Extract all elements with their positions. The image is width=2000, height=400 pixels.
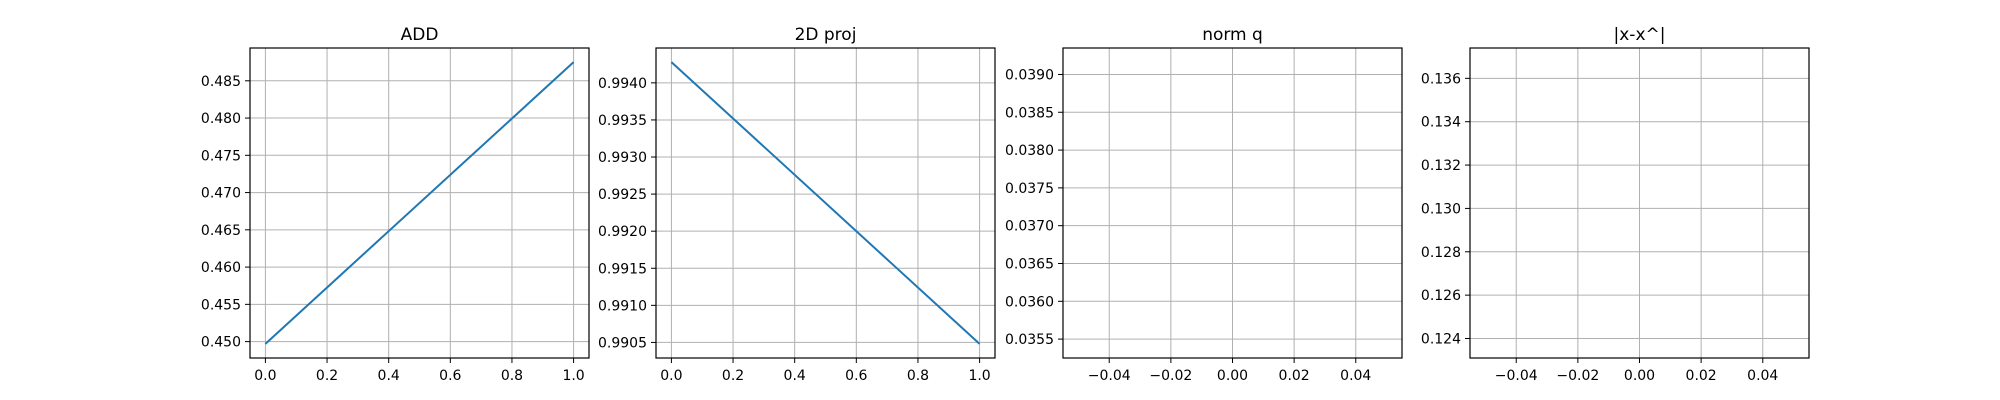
- y-tick-label: 0.9935: [598, 113, 647, 129]
- y-tick-label: 0.9930: [598, 150, 647, 166]
- x-tick-label: 0.6: [845, 368, 867, 384]
- x-tick-label: −0.02: [1556, 368, 1599, 384]
- y-tick-label: 0.126: [1421, 288, 1461, 304]
- subplot-title: 2D proj: [795, 25, 857, 45]
- x-tick-label: 0.02: [1686, 368, 1717, 384]
- x-tick-label: 0.6: [439, 368, 461, 384]
- y-tick-label: 0.450: [201, 335, 241, 351]
- subplot-1: 0.0 0.2 0.4 0.6 0.8 1.0 0.450 0.455 0.460 0.465 0.…: [201, 25, 590, 384]
- y-tick-label: 0.9915: [598, 261, 647, 277]
- y-tick-label: 0.0365: [1005, 256, 1054, 272]
- y-tick-label: 0.485: [201, 74, 241, 90]
- axes-frame: [249, 47, 590, 359]
- subplot-grid: 0.0 0.2 0.4 0.6 0.8 1.0 0.450 0.455 0.460 0.465 0.…: [201, 25, 1810, 384]
- x-tick-label: 0.04: [1340, 368, 1371, 384]
- x-tick-label: −0.04: [1088, 368, 1131, 384]
- y-tick-label: 0.124: [1421, 331, 1461, 347]
- y-tick-label: 0.480: [201, 111, 241, 127]
- x-tick-label: 0.00: [1624, 368, 1655, 384]
- subplot-3: −0.04 −0.02 0.00 0.02 0.04 0.0355 0.0360 0.0365…: [1005, 25, 1403, 384]
- y-tick-label: 0.9940: [598, 76, 647, 92]
- x-tick-label: 0.02: [1279, 368, 1310, 384]
- subplot-title: |x-x^|: [1614, 25, 1666, 45]
- x-tick-label: −0.04: [1495, 368, 1538, 384]
- y-tick-label: 0.128: [1421, 245, 1461, 261]
- y-tick-label: 0.0380: [1005, 143, 1054, 159]
- y-tick-label: 0.134: [1421, 115, 1461, 131]
- series-line: [670, 61, 981, 345]
- y-tick-label: 0.9925: [598, 187, 647, 203]
- x-tick-label: 0.8: [501, 368, 523, 384]
- subplot-4: −0.04 −0.02 0.00 0.02 0.04 0.124 0.126 0.128 0.1…: [1421, 25, 1810, 384]
- x-tick-label: 0.00: [1217, 368, 1248, 384]
- x-tick-label: 0.4: [378, 368, 400, 384]
- x-tick-label: 1.0: [968, 368, 990, 384]
- y-tick-label: 0.455: [201, 297, 241, 313]
- y-tick-label: 0.9905: [598, 335, 647, 351]
- x-tick-label: 0.8: [907, 368, 929, 384]
- x-tick-label: −0.02: [1149, 368, 1192, 384]
- y-tick-label: 0.0370: [1005, 219, 1054, 235]
- y-tick-label: 0.465: [201, 223, 241, 239]
- y-tick-label: 0.0360: [1005, 294, 1054, 310]
- y-tick-label: 0.9910: [598, 298, 647, 314]
- y-tick-label: 0.132: [1421, 158, 1461, 174]
- y-tick-label: 0.9920: [598, 224, 647, 240]
- series-line: [264, 61, 575, 345]
- y-tick-label: 0.130: [1421, 201, 1461, 217]
- axes-frame: [655, 47, 996, 359]
- x-tick-label: 0.0: [254, 368, 276, 384]
- y-tick-label: 0.0385: [1005, 105, 1054, 121]
- subplot-2: 0.0 0.2 0.4 0.6 0.8 1.0 0.9905 0.9910 0.9915 0.99…: [598, 25, 996, 384]
- y-tick-label: 0.0375: [1005, 181, 1054, 197]
- y-tick-label: 0.460: [201, 260, 241, 276]
- x-tick-label: 1.0: [562, 368, 584, 384]
- y-tick-label: 0.475: [201, 148, 241, 164]
- subplot-title: ADD: [401, 25, 439, 45]
- x-tick-label: 0.2: [722, 368, 744, 384]
- subplot-title: norm q: [1202, 25, 1263, 45]
- y-tick-label: 0.0355: [1005, 332, 1054, 348]
- x-tick-label: 0.04: [1747, 368, 1778, 384]
- x-tick-label: 0.0: [660, 368, 682, 384]
- y-tick-label: 0.136: [1421, 71, 1461, 87]
- x-tick-label: 0.2: [316, 368, 338, 384]
- y-tick-label: 0.0390: [1005, 67, 1054, 83]
- x-tick-label: 0.4: [784, 368, 806, 384]
- y-tick-label: 0.470: [201, 186, 241, 202]
